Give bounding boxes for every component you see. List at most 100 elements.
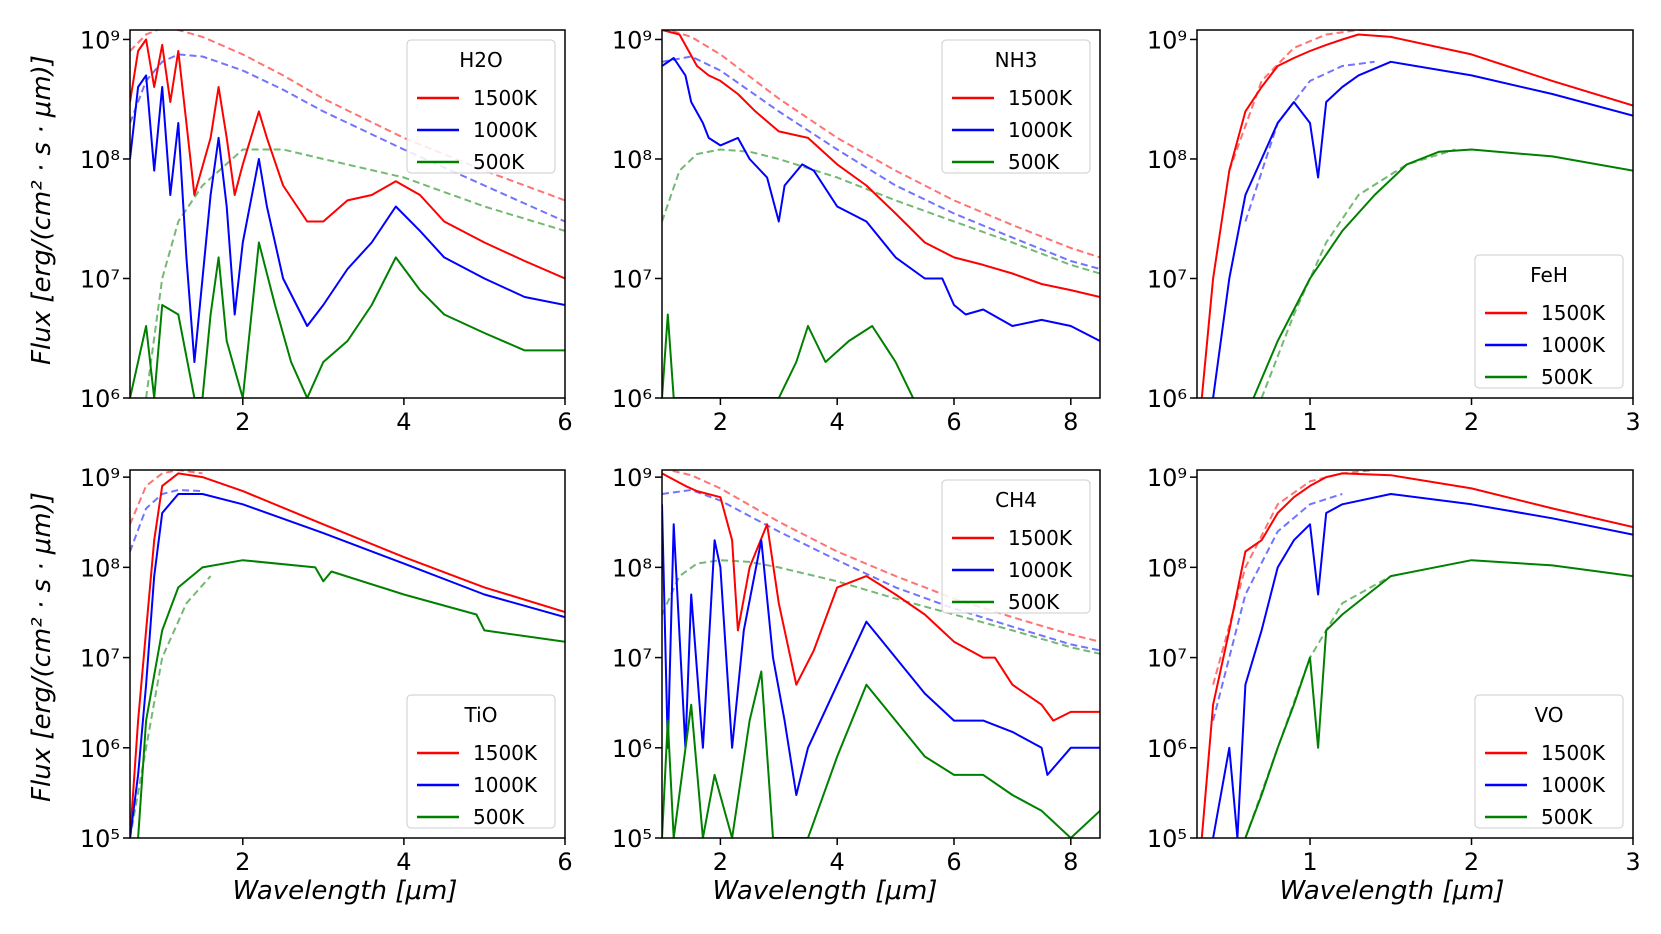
series-line-1500k	[662, 472, 1100, 722]
legend-label-1000k: 1000K	[1541, 333, 1606, 357]
y-tick-label: 10⁸	[1147, 554, 1187, 582]
x-tick-label: 4	[830, 848, 845, 876]
y-tick-label: 10⁶	[1147, 385, 1187, 413]
series-line-500k	[137, 559, 565, 838]
y-axis-label-top: Flux [erg/(cm² · s · μm)]	[27, 55, 57, 365]
x-tick-label: 2	[235, 408, 250, 436]
y-axis-label-bottom: Flux [erg/(cm² · s · μm)]	[27, 492, 57, 802]
legend-label-1500k: 1500K	[473, 86, 538, 110]
legend-h2o: H2O 1500K 1000K 500K	[406, 39, 556, 174]
y-tick-label: 10⁶	[612, 735, 652, 763]
x-axis-label-middle: Wavelength [μm]	[713, 876, 938, 906]
panel-h2o: 2 4 6 10⁶ 10⁷ 10⁸ 10⁹ H2O 1500K 1000K 500K	[80, 26, 573, 436]
legend-label-500k: 500K	[1541, 805, 1593, 829]
y-tick-label: 10⁷	[612, 645, 652, 673]
x-tick-label: 2	[713, 408, 728, 436]
y-tick-label: 10⁹	[1147, 464, 1187, 492]
x-tick-label: 8	[1063, 848, 1078, 876]
legend-label-1000k: 1000K	[473, 118, 538, 142]
plot-area-tio	[130, 470, 565, 838]
legend-label-1000k: 1000K	[1008, 118, 1073, 142]
y-tick-label: 10⁹	[1147, 26, 1187, 54]
axes-frame	[1196, 469, 1634, 839]
blackbody-line-500k	[662, 559, 1100, 655]
legend-vo: VO 1500K 1000K 500K	[1474, 694, 1624, 829]
plot-area-vo	[1200, 470, 1633, 838]
y-tick-label: 10⁶	[612, 385, 652, 413]
y-tick-label: 10⁷	[80, 645, 120, 673]
x-tick-label: 2	[713, 848, 728, 876]
blackbody-line-1000k	[1212, 493, 1343, 721]
legend-title: TiO	[464, 703, 498, 727]
y-tick-label: 10⁷	[612, 265, 652, 293]
y-tick-label: 10⁸	[1147, 146, 1187, 174]
blackbody-line-1500k	[664, 470, 1100, 643]
legend-box	[941, 39, 1091, 174]
x-axis-label-right: Wavelength [μm]	[1280, 876, 1505, 906]
legend-label-500k: 500K	[473, 805, 525, 829]
plot-area-ch4	[662, 470, 1100, 838]
legend-box	[941, 479, 1091, 614]
axes-frame	[661, 29, 1101, 399]
legend-label-1500k: 1500K	[1008, 86, 1073, 110]
plot-area-nh3	[662, 30, 1100, 398]
legend-box	[406, 694, 556, 829]
plot-area-feh	[1200, 30, 1633, 398]
series-line-1500k	[1200, 33, 1633, 398]
series-line-500k	[662, 313, 914, 398]
legend-label-1500k: 1500K	[473, 741, 538, 765]
blackbody-line-1500k	[130, 470, 203, 525]
series-line-500k	[662, 670, 1100, 838]
axes-frame	[1196, 29, 1634, 399]
legend-label-500k: 500K	[1008, 150, 1060, 174]
legend-ch4: CH4 1500K 1000K 500K	[941, 479, 1091, 614]
y-tick-label: 10⁸	[80, 146, 120, 174]
x-tick-label: 1	[1302, 408, 1317, 436]
y-tick-label: 10⁹	[612, 464, 652, 492]
legend-title: VO	[1534, 703, 1563, 727]
x-tick-label: 2	[1464, 408, 1479, 436]
y-tick-label: 10⁶	[80, 385, 120, 413]
legend-title: CH4	[995, 488, 1037, 512]
series-line-1000k	[130, 493, 565, 838]
y-tick-label: 10⁶	[1147, 735, 1187, 763]
series-line-1000k	[662, 57, 1100, 342]
panel-tio: 2 4 6 10⁵ 10⁶ 10⁷ 10⁸ 10⁹ TiO 1500K 1000K 500K	[80, 464, 573, 876]
series-line-1000k	[130, 74, 565, 363]
legend-label-500k: 500K	[473, 150, 525, 174]
y-tick-label: 10⁸	[80, 554, 120, 582]
y-tick-label: 10⁹	[612, 26, 652, 54]
y-tick-label: 10⁸	[612, 554, 652, 582]
y-tick-label: 10⁶	[80, 735, 120, 763]
legend-title: NH3	[995, 48, 1038, 72]
legend-label-1000k: 1000K	[473, 773, 538, 797]
x-tick-label: 6	[946, 408, 961, 436]
legend-label-500k: 500K	[1008, 590, 1060, 614]
x-tick-label: 1	[1302, 848, 1317, 876]
series-line-1000k	[1212, 60, 1633, 398]
legend-nh3: NH3 1500K 1000K 500K	[941, 39, 1091, 174]
x-tick-label: 4	[396, 848, 411, 876]
legend-label-1500k: 1500K	[1541, 741, 1606, 765]
x-tick-label: 4	[396, 408, 411, 436]
x-tick-label: 4	[830, 408, 845, 436]
x-tick-label: 6	[557, 848, 572, 876]
blackbody-line-1000k	[662, 488, 1100, 652]
x-tick-label: 2	[235, 848, 250, 876]
series-line-1500k	[1200, 472, 1633, 838]
legend-label-1500k: 1500K	[1541, 301, 1606, 325]
blackbody-line-500k	[1244, 575, 1392, 838]
y-tick-label: 10⁷	[1147, 645, 1187, 673]
blackbody-line-500k	[1260, 148, 1456, 398]
x-tick-label: 6	[946, 848, 961, 876]
legend-box	[1474, 694, 1624, 829]
legend-tio: TiO 1500K 1000K 500K	[406, 694, 556, 829]
y-tick-label: 10⁸	[612, 146, 652, 174]
axes-frame	[661, 469, 1101, 839]
y-tick-label: 10⁵	[1147, 825, 1187, 853]
blackbody-line-1000k	[130, 488, 203, 552]
series-line-500k	[1252, 148, 1633, 398]
y-tick-label: 10⁹	[80, 464, 120, 492]
series-line-1500k	[662, 30, 1100, 298]
legend-label-1500k: 1500K	[1008, 526, 1073, 550]
